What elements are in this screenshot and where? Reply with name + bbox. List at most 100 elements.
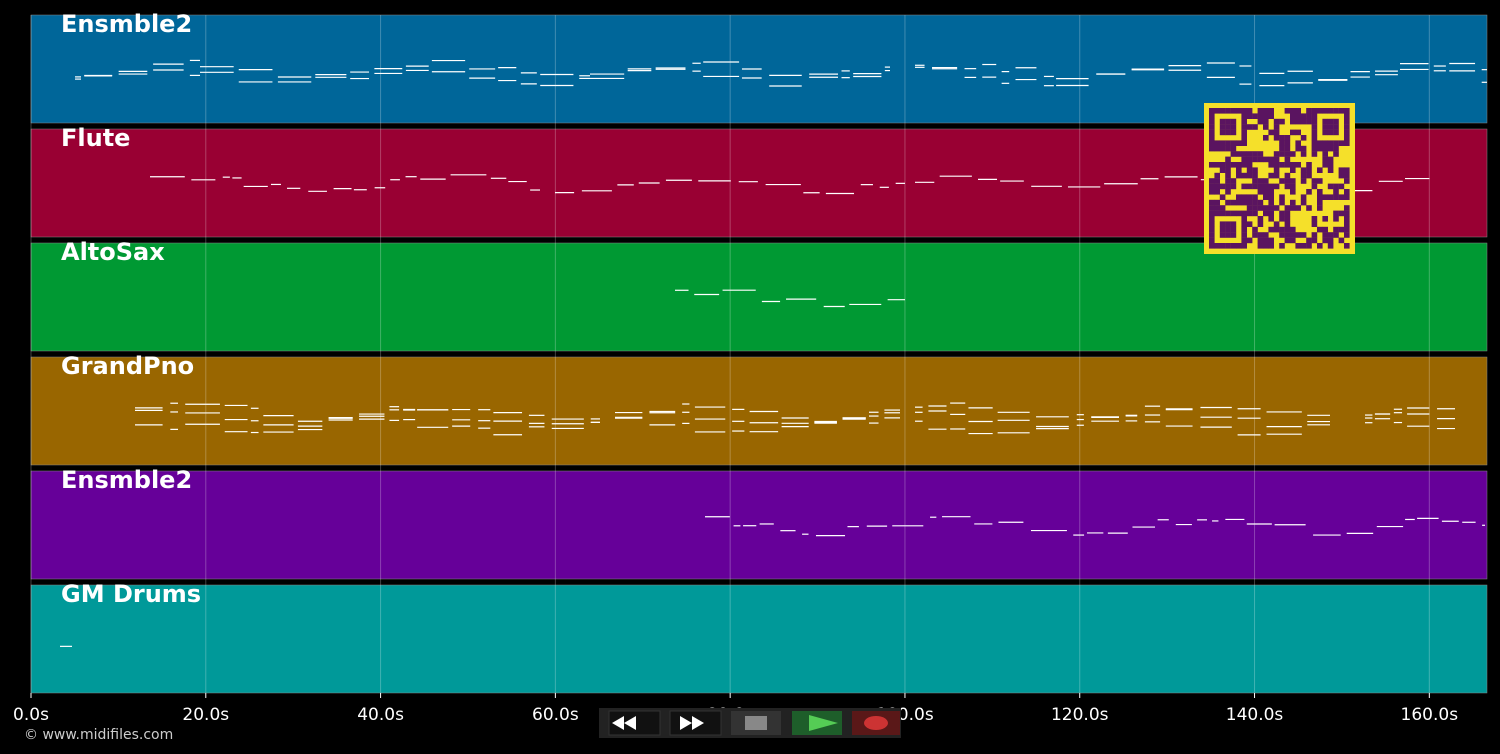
qr-cell <box>1322 140 1328 146</box>
qr-cell <box>1284 145 1291 152</box>
qr-cell <box>1284 172 1291 179</box>
qr-cell <box>1225 162 1231 168</box>
qr-cell <box>1344 118 1350 125</box>
qr-cell <box>1284 108 1291 114</box>
qr-cell <box>1263 124 1269 130</box>
qr-cell <box>1338 210 1345 217</box>
qr-cell <box>1241 183 1247 190</box>
notes <box>60 59 1487 647</box>
qr-cell <box>1252 232 1258 238</box>
qr-cell <box>1300 194 1307 200</box>
qr-cell <box>1338 108 1345 114</box>
qr-cell <box>1290 237 1296 244</box>
tick-label: 120.0s <box>1051 705 1109 725</box>
qr-cell <box>1241 135 1247 141</box>
qr-cell <box>1300 145 1307 152</box>
qr-cell <box>1327 140 1334 146</box>
qr-cell <box>1209 108 1215 114</box>
qr-cell <box>1284 156 1291 163</box>
qr-cell <box>1338 183 1345 190</box>
qr-cell <box>1225 145 1231 152</box>
qr-cell <box>1214 183 1220 190</box>
grid <box>30 15 1430 693</box>
qr-cell <box>1263 118 1269 125</box>
play-button[interactable] <box>792 711 842 735</box>
qr-cell <box>1322 162 1328 168</box>
qr-cell <box>1344 178 1350 184</box>
qr-cell <box>1257 243 1264 249</box>
qr-cell <box>1295 113 1301 119</box>
qr-cell <box>1257 205 1264 211</box>
qr-cell <box>1263 210 1269 217</box>
qr-cell <box>1279 210 1285 217</box>
qr-cell <box>1306 172 1312 179</box>
record-button[interactable] <box>852 711 900 735</box>
qr-cell <box>1230 243 1237 249</box>
qr-cell <box>1300 135 1307 141</box>
qr-cell <box>1322 237 1328 244</box>
qr-cell <box>1322 118 1328 125</box>
qr-cell <box>1209 226 1215 233</box>
qr-cell <box>1246 221 1253 227</box>
qr-cell <box>1214 140 1220 146</box>
qr-cell <box>1306 118 1312 125</box>
forward-button[interactable] <box>669 710 722 736</box>
qr-cell <box>1279 243 1285 249</box>
qr-cell <box>1241 140 1247 146</box>
qr-cell <box>1225 189 1231 195</box>
qr-cell <box>1290 108 1296 114</box>
qr-cell <box>1284 183 1291 190</box>
qr-cell <box>1273 151 1280 157</box>
qr-cell <box>1295 205 1301 211</box>
qr-cell <box>1279 118 1285 125</box>
qr-cell <box>1317 145 1323 152</box>
qr-cell <box>1236 108 1242 114</box>
qr-cell <box>1209 205 1215 211</box>
qr-cell <box>1230 151 1237 157</box>
qr-cell <box>1311 118 1318 125</box>
qr-cell <box>1344 108 1350 114</box>
qr-cell <box>1246 237 1253 244</box>
qr-cell <box>1246 199 1253 206</box>
qr-cell <box>1236 162 1242 168</box>
qr-cell <box>1241 162 1247 168</box>
qr-cell <box>1214 145 1220 152</box>
copyright: © www.midifiles.com <box>24 727 173 743</box>
qr-cell <box>1263 237 1269 244</box>
qr-cell <box>1225 199 1231 206</box>
qr-cell <box>1327 118 1334 125</box>
qr-cell <box>1246 167 1253 173</box>
qr-cell <box>1236 172 1242 179</box>
qr-cell <box>1252 194 1258 200</box>
tick-label: 40.0s <box>357 705 404 725</box>
qr-cell <box>1344 226 1350 233</box>
qr-cell <box>1273 124 1280 130</box>
qr-cell <box>1268 205 1274 211</box>
qr-cell <box>1257 183 1264 190</box>
stop-button[interactable] <box>731 711 781 735</box>
qr-cell <box>1209 118 1215 125</box>
qr-cell <box>1214 162 1220 168</box>
qr-cell <box>1236 167 1242 173</box>
qr-cell <box>1268 108 1274 114</box>
qr-cell <box>1284 221 1291 227</box>
qr-cell <box>1311 108 1318 114</box>
qr-cell <box>1344 205 1350 211</box>
qr-cell <box>1333 216 1339 222</box>
tick-label: 20.0s <box>182 705 229 725</box>
qr-cell <box>1344 129 1350 136</box>
qr-cell <box>1284 210 1291 217</box>
qr-cell <box>1344 135 1350 141</box>
qr-cell <box>1333 183 1339 190</box>
qr-cell <box>1338 167 1345 173</box>
qr-cell <box>1290 205 1296 211</box>
qr-cell <box>1241 216 1247 222</box>
qr-cell <box>1344 124 1350 130</box>
tick-label: 0.0s <box>13 705 49 725</box>
qr-cell <box>1300 167 1307 173</box>
qr-cell <box>1333 118 1339 125</box>
qr-cell <box>1230 129 1237 136</box>
qr-cell <box>1279 151 1285 157</box>
rewind-button[interactable] <box>608 710 661 736</box>
qr-cell <box>1327 156 1334 163</box>
